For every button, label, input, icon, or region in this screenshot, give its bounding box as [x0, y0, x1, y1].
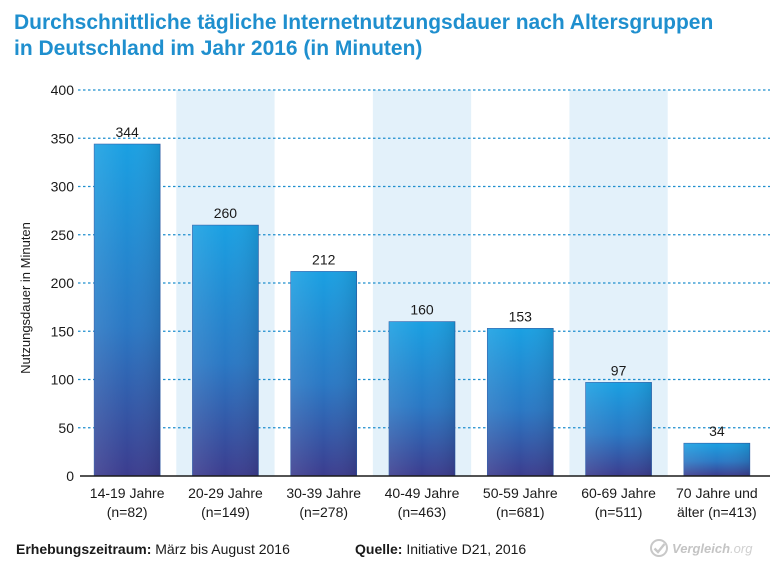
chart-title: Durchschnittliche tägliche Internetnutzu… — [14, 10, 774, 62]
brand-name: Vergleich — [672, 541, 731, 556]
x-tick-label: 50-59 Jahre — [483, 485, 558, 501]
bar-shine — [290, 271, 357, 476]
survey-period: Erhebungszeitraum: März bis August 2016 — [16, 541, 290, 557]
y-tick-label: 250 — [51, 227, 75, 243]
x-tick-label: 60-69 Jahre — [581, 485, 656, 501]
x-tick-label: 30-39 Jahre — [286, 485, 361, 501]
bar-value-label: 212 — [312, 251, 336, 267]
y-tick-label: 0 — [66, 468, 74, 484]
x-axis-ticks: 14-19 Jahre (n=82) 20-29 Jahre (n=149) 30-39… — [90, 485, 758, 520]
y-tick-label: 350 — [51, 130, 75, 146]
y-tick-label: 400 — [51, 82, 75, 98]
x-tick-label: 14-19 Jahre — [90, 485, 165, 501]
y-axis-label: Nutzungsdauer in Minuten — [18, 222, 33, 374]
y-tick-label: 300 — [51, 179, 75, 195]
source: Quelle: Initiative D21, 2016 — [355, 541, 526, 557]
bar-value-label: 34 — [709, 423, 725, 439]
bar-value-label: 260 — [214, 205, 238, 221]
x-tick-label: (n=463) — [398, 504, 447, 520]
x-tick-label: (n=681) — [496, 504, 545, 520]
bars — [93, 143, 751, 477]
y-axis-ticks: 0 50 100 150 200 250 300 350 400 — [51, 82, 75, 484]
bar-shine — [683, 443, 750, 476]
bar-chart: 344 260 212 160 153 97 34 0 50 100 150 200 250 300 35… — [18, 82, 770, 520]
x-tick-label: (n=278) — [299, 504, 348, 520]
bar-value-label: 97 — [611, 362, 627, 378]
y-tick-label: 100 — [51, 372, 75, 388]
y-tick-label: 200 — [51, 275, 75, 291]
bar-shine — [389, 321, 455, 476]
chart-title-line-2: in Deutschland im Jahr 2016 (in Minuten) — [14, 37, 423, 60]
chart-title-line-1: Durchschnittliche tägliche Internetnutzu… — [14, 11, 714, 34]
x-tick-label: 70 Jahre und — [676, 485, 758, 501]
check-circle-icon — [650, 539, 668, 557]
bar-value-label: 153 — [509, 308, 533, 324]
y-tick-label: 50 — [58, 420, 74, 436]
bar-value-label: 160 — [410, 302, 434, 318]
brand-tld: .org — [730, 541, 753, 556]
x-tick-label: (n=511) — [595, 504, 643, 520]
bar-shine — [192, 225, 259, 476]
x-tick-label: 40-49 Jahre — [385, 485, 460, 501]
value-labels: 344 260 212 160 153 97 34 — [115, 124, 724, 439]
source-value: Initiative D21, 2016 — [406, 541, 527, 557]
x-tick-label: älter (n=413) — [677, 504, 757, 520]
x-tick-label: (n=82) — [107, 504, 148, 520]
bar-shine — [94, 144, 161, 477]
bar-shine — [585, 382, 652, 476]
brand-logo: Vergleich.org — [672, 541, 752, 556]
survey-period-value: März bis August 2016 — [155, 541, 290, 557]
source-label: Quelle: — [355, 541, 403, 557]
bar-shine — [487, 328, 554, 476]
y-tick-label: 150 — [51, 323, 75, 339]
survey-period-label: Erhebungszeitraum: — [16, 541, 152, 557]
x-tick-label: 20-29 Jahre — [188, 485, 263, 501]
x-tick-label: (n=149) — [201, 504, 250, 520]
bar-value-label: 344 — [115, 124, 139, 140]
